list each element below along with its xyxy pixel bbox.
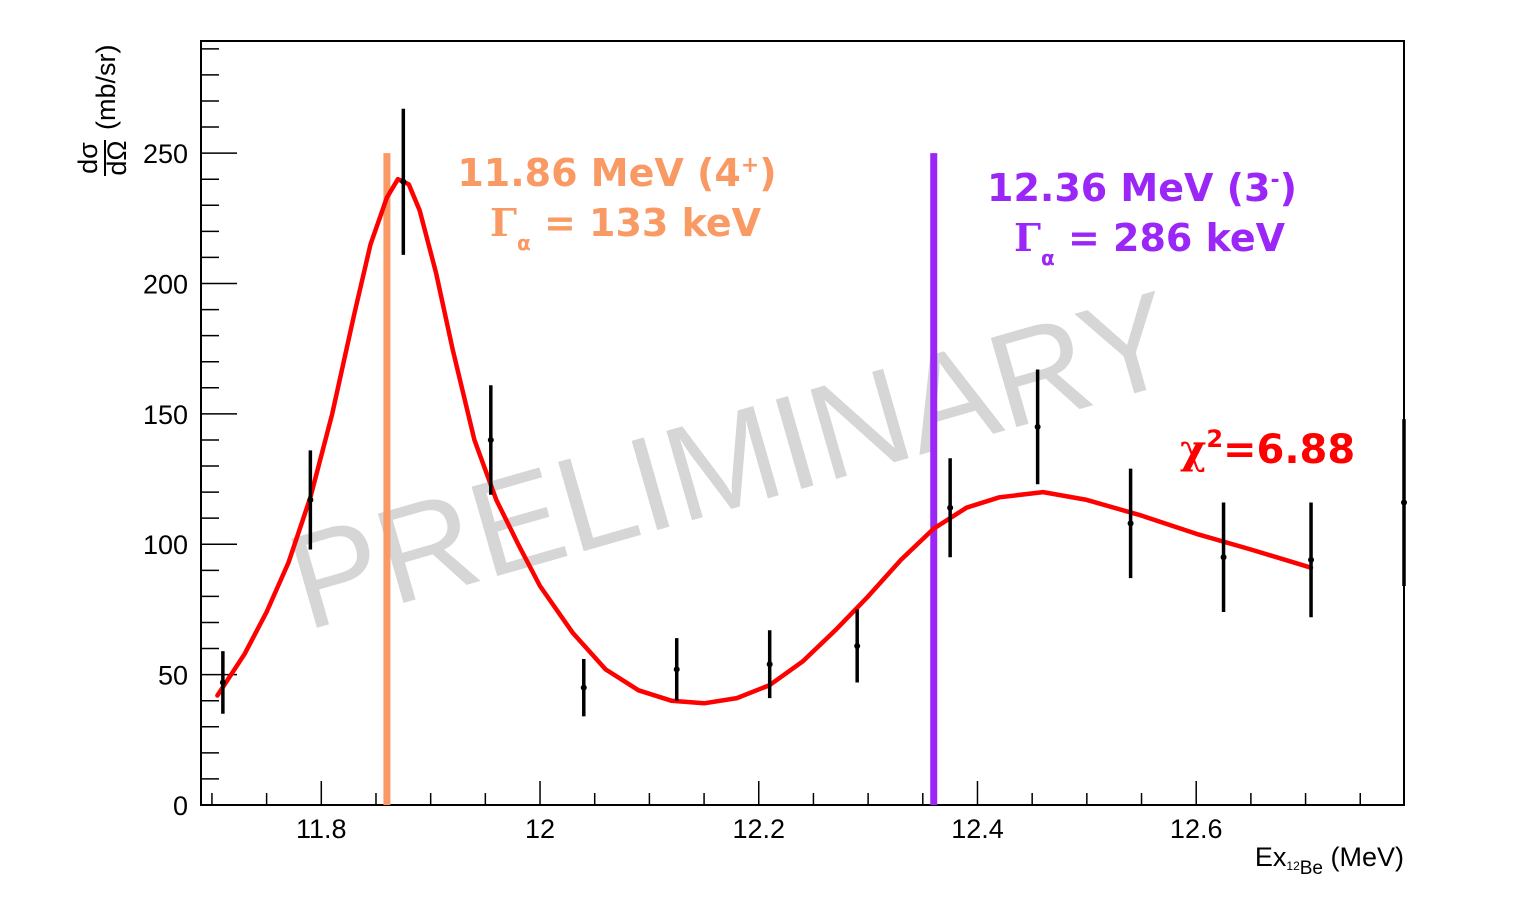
y-tick-label: 100 xyxy=(143,530,188,560)
y-axis-title: dσ dΩ (mb/sr) xyxy=(73,45,132,176)
y-tick-label: 250 xyxy=(143,139,188,169)
data-point xyxy=(219,679,226,686)
y-tick-label: 50 xyxy=(158,661,188,691)
data-point xyxy=(854,642,861,649)
resonance-spin-parity: - xyxy=(1270,168,1279,193)
gamma-symbol: Γ xyxy=(1014,215,1041,260)
data-point xyxy=(307,496,314,503)
data-point xyxy=(1220,554,1227,561)
resonance-close-paren: ) xyxy=(1280,166,1297,210)
gamma-subscript: α xyxy=(517,231,531,255)
y-axis-label-denominator: dΩ xyxy=(102,140,132,175)
x-tick-label: 12.4 xyxy=(951,814,1004,844)
data-point xyxy=(580,684,587,691)
resonance-energy-text: 12.36 MeV (3 xyxy=(987,166,1270,210)
data-point xyxy=(947,504,954,511)
watermark-text: PRELIMINARY xyxy=(273,262,1192,659)
resonance-energy-text: 11.86 MeV (4 xyxy=(457,151,740,195)
y-tick-label: 150 xyxy=(143,400,188,430)
data-point xyxy=(766,661,773,668)
y-tick-label: 200 xyxy=(143,269,188,299)
chi2-exponent: 2 xyxy=(1206,425,1223,453)
data-point xyxy=(1127,520,1134,527)
chi2-label: χ2=6.88 xyxy=(1180,425,1355,473)
gamma-value-text: = 133 keV xyxy=(531,201,762,245)
chi2-symbol: χ xyxy=(1180,426,1206,473)
x-axis-label-unit: (MeV) xyxy=(1323,842,1404,872)
x-axis-title: Ex12Be (MeV) xyxy=(1255,842,1404,879)
y-axis-label-unit: (mb/sr) xyxy=(91,45,121,130)
resonance-width-label: Γα = 133 keV xyxy=(490,200,762,255)
resonance-spin-parity: + xyxy=(741,153,759,178)
resonance-energy-label: 11.86 MeV (4+) xyxy=(457,151,776,195)
y-axis-label-numerator: dσ xyxy=(73,142,103,174)
x-tick-label: 12.2 xyxy=(732,814,785,844)
data-point xyxy=(1034,423,1041,430)
resonance-energy-label: 12.36 MeV (3-) xyxy=(987,166,1297,210)
x-tick-label: 12 xyxy=(525,814,555,844)
data-point xyxy=(1401,499,1407,506)
x-axis-label-isotope-mass: 12 xyxy=(1286,859,1300,873)
x-axis-label-main: Ex xyxy=(1255,842,1287,872)
fit-curve xyxy=(215,176,1314,706)
gamma-subscript: α xyxy=(1041,246,1055,270)
data-point xyxy=(673,666,680,673)
data-point xyxy=(400,178,407,185)
gamma-value-text: = 286 keV xyxy=(1055,216,1286,260)
chi2-value: =6.88 xyxy=(1223,427,1355,473)
gamma-symbol: Γ xyxy=(490,200,517,245)
x-tick-label: 11.8 xyxy=(296,814,347,844)
data-point xyxy=(1308,556,1315,563)
resonance-close-paren: ) xyxy=(759,151,776,195)
data-point xyxy=(487,436,494,443)
x-axis-label-element: Be xyxy=(1300,858,1323,879)
y-tick-label: 0 xyxy=(173,791,188,821)
resonance-width-label: Γα = 286 keV xyxy=(1014,215,1286,270)
x-tick-label: 12.6 xyxy=(1170,814,1223,844)
